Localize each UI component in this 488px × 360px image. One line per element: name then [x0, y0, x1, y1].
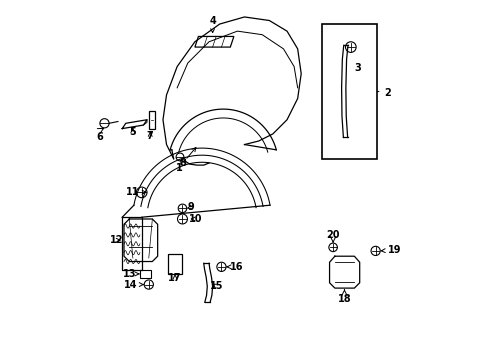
Text: 14: 14 — [124, 280, 143, 289]
Text: 4: 4 — [209, 16, 216, 33]
Text: 19: 19 — [381, 245, 401, 255]
Bar — [168, 255, 182, 274]
Text: 10: 10 — [188, 214, 202, 224]
Text: 5: 5 — [129, 127, 136, 137]
Text: 18: 18 — [337, 294, 350, 305]
Text: 16: 16 — [226, 262, 244, 272]
Text: 13: 13 — [122, 269, 139, 279]
Bar — [140, 270, 150, 278]
Text: 20: 20 — [325, 230, 339, 239]
Text: 1: 1 — [175, 148, 196, 172]
Text: 2: 2 — [377, 88, 390, 98]
Text: 11: 11 — [125, 187, 145, 197]
Text: 17: 17 — [168, 273, 182, 283]
Text: 7: 7 — [146, 131, 153, 141]
Text: 8: 8 — [179, 158, 185, 168]
Bar — [148, 111, 155, 129]
Text: 12: 12 — [109, 235, 122, 245]
Bar — [322, 24, 377, 159]
Text: 15: 15 — [210, 281, 223, 291]
Text: 6: 6 — [96, 132, 103, 142]
Text: 3: 3 — [354, 63, 361, 73]
Text: 9: 9 — [187, 202, 194, 212]
